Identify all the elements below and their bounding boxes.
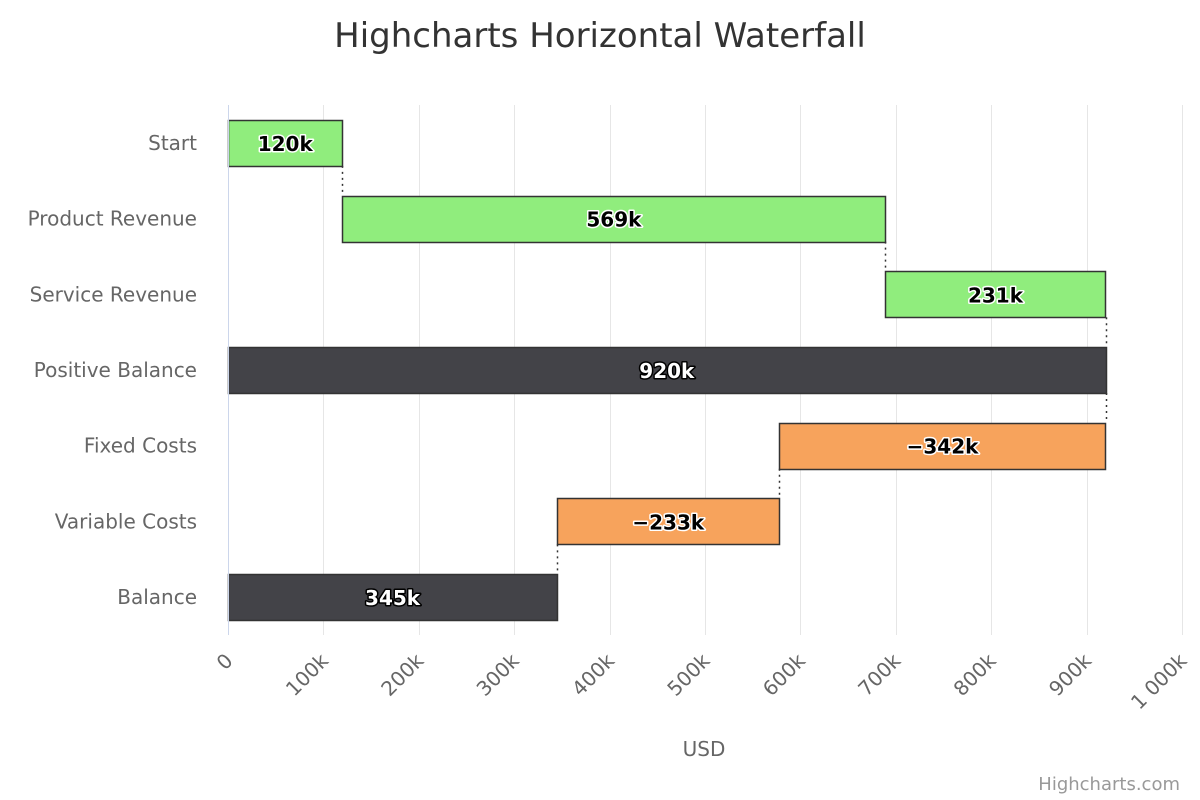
x-tick-label: 400k xyxy=(567,648,619,700)
waterfall-bar[interactable] xyxy=(778,422,1107,471)
x-tick-label: 900k xyxy=(1044,648,1096,700)
x-tick-label: 800k xyxy=(949,648,1001,700)
x-tick-label: 200k xyxy=(376,648,428,700)
category-label: Fixed Costs xyxy=(84,434,197,458)
connector-layer xyxy=(341,165,1108,575)
waterfall-bar[interactable] xyxy=(227,119,344,168)
data-label: −233k xyxy=(632,510,705,534)
x-tick-label: 300k xyxy=(472,648,524,700)
data-label: 920k xyxy=(639,359,695,383)
x-tick-label: 600k xyxy=(758,648,810,700)
waterfall-bar[interactable] xyxy=(884,270,1107,319)
data-label: 569k xyxy=(586,208,642,232)
x-tick-label: 700k xyxy=(853,648,905,700)
category-label: Balance xyxy=(117,585,197,609)
data-label: 120k xyxy=(258,132,314,156)
category-label: Variable Costs xyxy=(55,509,197,533)
category-label: Service Revenue xyxy=(30,282,197,306)
x-tick-label: 500k xyxy=(662,648,714,700)
data-label: 231k xyxy=(968,283,1024,307)
category-label: Product Revenue xyxy=(28,207,197,231)
data-label: −342k xyxy=(907,435,980,459)
waterfall-bar[interactable] xyxy=(341,195,887,244)
x-tick-label: 0 xyxy=(212,649,238,675)
label-layer: 120k 569k 231k 920k −342k −233k 345k xyxy=(256,130,1025,611)
x-axis-title: USD xyxy=(683,737,726,761)
bar-layer xyxy=(227,119,1108,622)
waterfall-bar[interactable] xyxy=(227,573,559,622)
waterfall-bar[interactable] xyxy=(556,497,781,546)
category-label: Positive Balance xyxy=(34,358,197,382)
credits-link[interactable]: Highcharts.com xyxy=(1038,774,1180,795)
x-tick-label: 1 000k xyxy=(1126,648,1192,714)
chart-title: Highcharts Horizontal Waterfall xyxy=(334,16,866,56)
x-tick-label: 100k xyxy=(281,648,333,700)
category-label: Start xyxy=(148,131,197,155)
waterfall-bar[interactable] xyxy=(227,346,1108,395)
data-label: 345k xyxy=(365,586,421,610)
